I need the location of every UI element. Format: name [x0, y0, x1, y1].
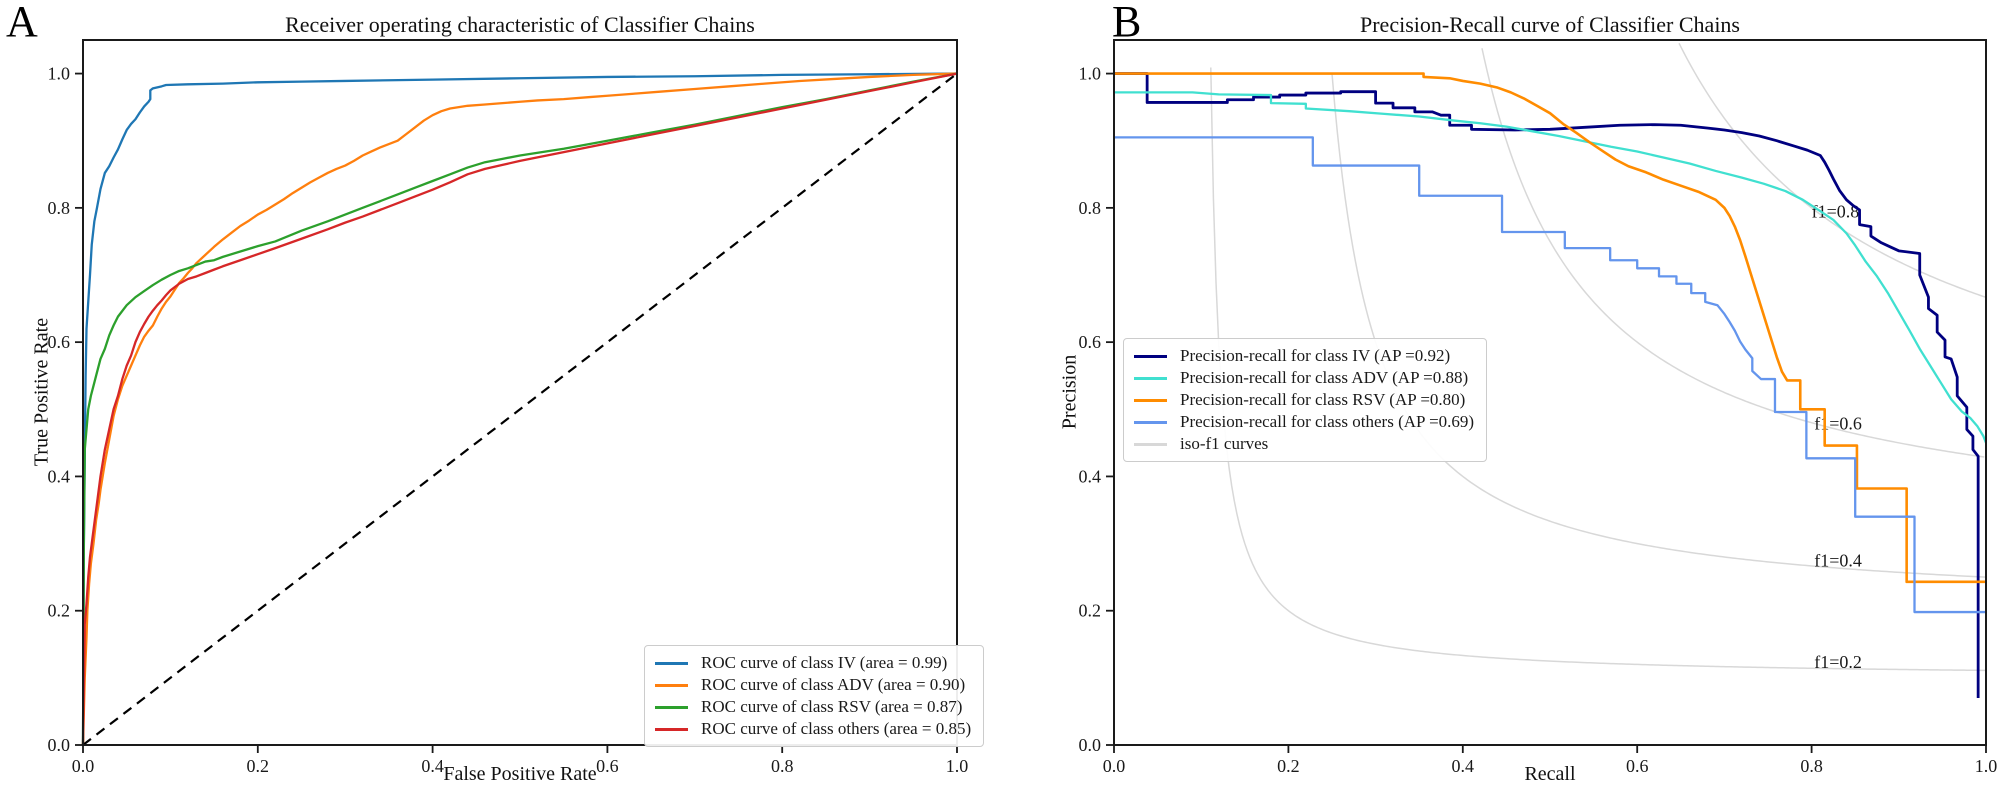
roc-plot-frame	[82, 39, 958, 746]
legend-label: iso-f1 curves	[1180, 434, 1269, 453]
pr-panel: f1=0.2 f1=0.4 f1=0.6 f1=0.8 0.0 0.2 0.4 0.6 0.8 1…	[1000, 0, 2000, 796]
roc-xaxis-label: False Positive Rate	[443, 763, 597, 785]
y-tick-label: 1.0	[48, 64, 71, 84]
roc-panel: 0.0 0.2 0.4 0.6 0.8 1.0 0.0 0.2 0.4 0.6 0.8 1.0 A R…	[6, 0, 985, 785]
iso-f1-curve	[1210, 67, 1986, 672]
roc-legend-item-others: ROC curve of class others (area = 0.85)	[655, 718, 971, 740]
legend-label: Precision-recall for class ADV (AP =0.88…	[1180, 368, 1469, 387]
pr-curve-adv	[1114, 91, 1988, 444]
x-tick-label: 0.6	[596, 756, 619, 776]
panel-letter-b: B	[1112, 0, 1142, 46]
legend-line-swatch	[1134, 442, 1167, 446]
pr-plot-frame	[1113, 39, 1987, 746]
pr-legend-item-others: Precision-recall for class others (AP =0…	[1134, 411, 1474, 433]
pr-curve-rsv	[1114, 72, 1986, 584]
pr-curve-others	[1114, 136, 1986, 614]
pr-curve-iv	[1114, 72, 1980, 698]
iso-f1-curve	[1481, 48, 1985, 458]
iso-f1-label: f1=0.8	[1812, 201, 1860, 221]
legend-line-swatch	[1134, 398, 1167, 402]
iso-f1-curve	[1331, 73, 1987, 578]
x-tick-label: 0.6	[1626, 756, 1649, 776]
roc-legend-item-adv: ROC curve of class ADV (area = 0.90)	[655, 674, 971, 696]
roc-curve-others	[81, 72, 958, 746]
x-tick-label: 0.4	[421, 756, 444, 776]
y-tick-label: 0.2	[1079, 601, 1102, 621]
roc-curve-chance	[82, 72, 958, 746]
roc-legend-item-rsv: ROC curve of class RSV (area = 0.87)	[655, 696, 971, 718]
y-tick-label: 1.0	[1079, 64, 1102, 84]
legend-label: Precision-recall for class others (AP =0…	[1180, 412, 1475, 431]
y-tick-label: 0.8	[1079, 198, 1102, 218]
roc-legend-item-iv: ROC curve of class IV (area = 0.99)	[655, 652, 971, 674]
pr-legend-item-rsv: Precision-recall for class RSV (AP =0.80…	[1134, 389, 1474, 411]
y-tick-label: 0.4	[1079, 466, 1102, 486]
roc-yaxis-label: True Positive Rate	[30, 317, 53, 467]
legend-label: Precision-recall for class IV (AP =0.92)	[1180, 346, 1451, 365]
x-tick-label: 1.0	[1975, 756, 1998, 776]
legend-line-swatch	[655, 727, 688, 731]
legend-label: ROC curve of class others (area = 0.85)	[701, 719, 972, 738]
legend-line-swatch	[1134, 420, 1167, 424]
y-tick-label: 0.4	[48, 466, 71, 486]
legend-label: ROC curve of class RSV (area = 0.87)	[701, 697, 963, 716]
iso-f1-label: f1=0.4	[1814, 550, 1862, 570]
x-tick-label: 0.8	[1800, 756, 1823, 776]
roc-curve-rsv	[81, 72, 958, 746]
iso-f1-label: f1=0.6	[1814, 413, 1862, 433]
y-tick-label: 0.8	[48, 198, 71, 218]
roc-title: Receiver operating characteristic of Cla…	[285, 12, 755, 37]
legend-line-swatch	[655, 661, 688, 665]
legend-line-swatch	[1134, 376, 1167, 380]
y-tick-label: 0.6	[48, 332, 71, 352]
iso-f1-curve	[1678, 42, 1986, 298]
y-tick-label: 0.2	[48, 601, 71, 621]
x-tick-label: 0.0	[1103, 756, 1126, 776]
y-tick-label: 0.6	[1079, 332, 1102, 352]
x-tick-label: 1.0	[946, 756, 969, 776]
legend-label: ROC curve of class ADV (area = 0.90)	[701, 675, 966, 694]
pr-legend: Precision-recall for class IV (AP =0.92)…	[1123, 338, 1488, 462]
legend-line-swatch	[1134, 354, 1167, 358]
pr-xaxis-label: Recall	[1524, 763, 1576, 785]
x-tick-label: 0.0	[72, 756, 95, 776]
x-tick-label: 0.2	[247, 756, 270, 776]
legend-line-swatch	[655, 705, 688, 709]
pr-plot-canvas: f1=0.2 f1=0.4 f1=0.6 f1=0.8 0.0 0.2 0.4 0.6 0.8 1…	[1079, 39, 1998, 776]
x-tick-label: 0.2	[1277, 756, 1300, 776]
x-tick-label: 0.4	[1452, 756, 1475, 776]
pr-legend-item-isof1: iso-f1 curves	[1134, 433, 1474, 455]
pr-title: Precision-Recall curve of Classifier Cha…	[1359, 12, 1741, 37]
iso-f1-label: f1=0.2	[1814, 652, 1862, 672]
legend-label: ROC curve of class IV (area = 0.99)	[701, 653, 948, 672]
x-tick-label: 0.8	[771, 756, 794, 776]
y-tick-label: 0.0	[48, 735, 71, 755]
roc-plot-canvas: 0.0 0.2 0.4 0.6 0.8 1.0 0.0 0.2 0.4 0.6 0.8 1.0	[48, 39, 969, 776]
pr-yaxis-label: Precision	[1058, 354, 1081, 430]
pr-legend-item-iv: Precision-recall for class IV (AP =0.92)	[1134, 345, 1474, 367]
legend-label: Precision-recall for class RSV (AP =0.80…	[1180, 390, 1466, 409]
y-tick-label: 0.0	[1079, 735, 1102, 755]
roc-curve-iv	[81, 72, 958, 746]
pr-legend-item-adv: Precision-recall for class ADV (AP =0.88…	[1134, 367, 1474, 389]
panel-letter-a: A	[6, 0, 38, 46]
legend-line-swatch	[655, 683, 688, 687]
roc-legend: ROC curve of class IV (area = 0.99) ROC c…	[644, 645, 985, 747]
